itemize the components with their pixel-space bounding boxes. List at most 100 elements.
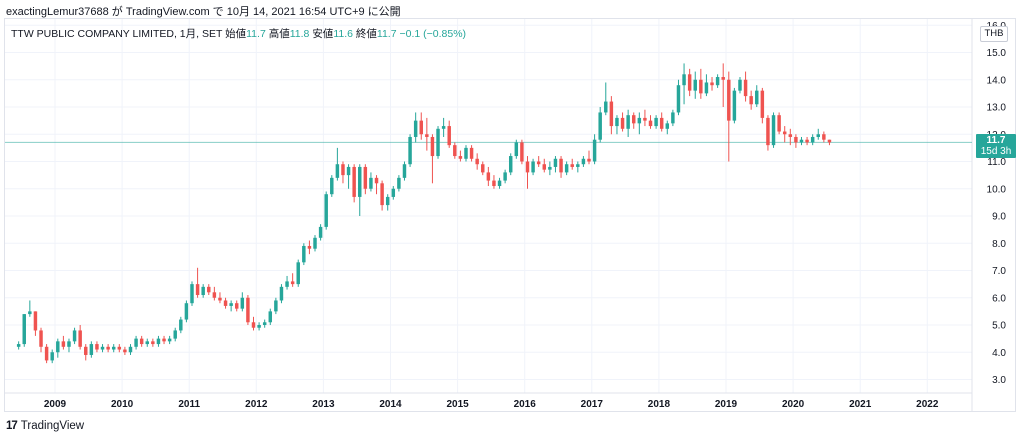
candle-body [536,161,541,165]
candle-body [570,164,574,167]
candle-body [50,352,54,361]
candle-body [302,245,306,263]
candle-body [78,330,82,347]
x-tick-label: 2013 [312,399,335,410]
low-label: 安値 [312,28,334,40]
bar-countdown: 15d 3h [980,146,1012,157]
candle-body [324,194,328,227]
candle-body [704,82,709,94]
candle-body [397,177,401,189]
candle-body [665,123,670,129]
x-tick-label: 2012 [245,399,268,410]
candle-body [251,322,256,328]
candle-body [749,96,753,105]
candle-body [111,346,116,350]
x-tick-label: 2019 [715,399,738,410]
x-tick-label: 2014 [379,399,402,410]
candle-body [33,311,38,331]
candle-body [374,177,379,184]
x-tick-label: 2011 [178,399,200,410]
change-value: −0.1 (−0.85%) [399,28,467,40]
candle-body [363,166,368,189]
footer-brand[interactable]: 17 TradingView [6,420,84,432]
open-label: 始値 [225,28,247,40]
y-tick-label: 13.0 [987,103,1007,114]
candle-body [458,156,463,159]
candle-body [268,311,273,323]
close-label: 終値 [355,28,377,40]
candle-body [475,158,479,165]
candle-body [810,136,815,143]
candle-body [195,284,200,296]
x-tick-label: 2018 [648,399,671,410]
candle-body [598,112,602,140]
candle-body [782,131,787,135]
chart-frame [4,18,1016,412]
candle-body [643,117,647,121]
candle-body [738,79,742,91]
candle-body [89,344,94,355]
candle-body [755,90,759,105]
symbol-legend: TTW PUBLIC COMPANY LIMITED, 1月, SET 始値11… [11,26,466,41]
candle-body [28,311,32,315]
candle-body [16,344,21,347]
candle-body [604,101,608,113]
currency-button[interactable]: THB [980,26,1008,42]
candle-body [285,281,289,287]
candle-body [508,156,513,173]
candle-body [352,166,356,197]
candle-body [67,341,71,347]
candle-body [402,164,407,178]
candle-body [274,300,278,312]
y-tick-label: 4.0 [992,348,1006,359]
candle-body [335,164,340,178]
candle-body [553,158,558,167]
candle-body [732,90,737,121]
candle-body [576,164,580,167]
candle-body [358,166,362,197]
candle-body [592,139,597,162]
y-tick-label: 14.0 [987,75,1007,86]
candle-body [330,177,334,195]
candle-body [587,158,591,162]
candle-body [218,297,222,301]
candle-body [637,117,642,124]
candle-body [699,79,703,94]
last-price-tag: 11.7 15d 3h [976,134,1016,158]
x-tick-label: 2017 [581,399,604,410]
x-tick-label: 2022 [916,399,939,410]
candle-body [766,117,770,146]
candle-body [620,117,625,129]
candle-body [520,142,524,162]
candle-body [162,338,166,342]
candle-body [240,297,245,309]
candle-body [615,117,619,127]
candle-body [671,112,675,124]
candle-body [212,292,217,298]
candle-body [654,117,658,127]
candle-body [201,286,205,296]
symbol-name: TTW PUBLIC COMPANY LIMITED, 1月, SET [11,28,223,40]
candle-body [581,158,586,165]
publish-header: exactingLemur37688 が TradingView.com で 1… [6,6,401,18]
candle-body [156,338,161,345]
candle-body [794,136,798,143]
x-tick-label: 2021 [849,399,872,410]
candle-body [106,346,110,350]
candle-body [682,74,686,86]
candle-body [469,147,474,159]
candle-body [715,77,720,86]
candle-body [548,166,552,170]
candle-body [447,126,451,146]
candle-body [262,322,267,325]
brand-name: TradingView [20,420,85,432]
candle-body [788,134,793,137]
x-tick-label: 2020 [782,399,805,410]
candle-body [296,262,300,285]
candle-body [117,346,122,350]
candle-body [56,341,60,353]
candle-body [207,286,211,293]
candle-body [134,338,138,347]
candle-body [497,180,502,187]
